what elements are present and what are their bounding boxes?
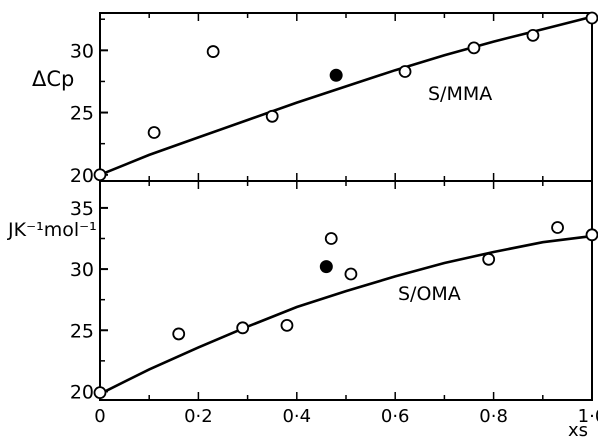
bottom-ylabel: JK⁻¹mol⁻¹ bbox=[7, 219, 97, 241]
bottom-ytick-label: 35 bbox=[70, 198, 94, 220]
bottom-panel: 20 25 30 35 0 0·2 0·4 0·6 0·8 1·0 bbox=[70, 181, 598, 427]
bottom-ytick-label: 30 bbox=[70, 259, 94, 281]
bottom-open-point bbox=[551, 221, 564, 234]
series-label-soma: S/OMA bbox=[398, 283, 461, 305]
bottom-open-point bbox=[585, 228, 598, 242]
x-tick-label: 0·6 bbox=[381, 406, 410, 427]
x-axis-label: xs bbox=[568, 420, 588, 441]
bottom-open-point bbox=[324, 232, 338, 245]
top-ytick-label: 20 bbox=[70, 165, 94, 187]
top-open-point bbox=[147, 126, 161, 139]
bottom-ytick-label: 20 bbox=[70, 381, 94, 403]
bottom-open-point bbox=[236, 321, 250, 335]
bottom-ytick-label: 25 bbox=[70, 320, 94, 342]
top-ytick-label: 30 bbox=[70, 40, 94, 62]
top-panel: 20 25 30 bbox=[70, 11, 598, 187]
top-ytick-label: 25 bbox=[70, 103, 94, 125]
bottom-fit-curve bbox=[99, 234, 593, 396]
top-open-point bbox=[398, 65, 412, 78]
series-label-smma: S/MMA bbox=[428, 83, 492, 105]
top-open-point bbox=[265, 109, 279, 123]
top-panel-frame bbox=[99, 12, 593, 182]
top-open-point bbox=[93, 168, 107, 182]
top-ylabel: ΔCp bbox=[32, 67, 74, 91]
x-tick-label: 0·2 bbox=[184, 406, 213, 427]
bottom-open-point bbox=[172, 327, 186, 341]
x-tick-label: 1·0 bbox=[578, 406, 598, 427]
bottom-open-point bbox=[344, 267, 358, 281]
top-open-point bbox=[206, 45, 220, 58]
x-tick-label: 0·4 bbox=[282, 406, 311, 427]
top-open-point bbox=[467, 41, 481, 55]
bottom-open-point bbox=[280, 318, 294, 332]
bottom-filled-point bbox=[319, 260, 333, 274]
top-fit-curve bbox=[99, 15, 593, 177]
x-tick-label: 0·8 bbox=[479, 406, 508, 427]
top-filled-point bbox=[329, 68, 343, 82]
bottom-open-point bbox=[482, 252, 496, 266]
top-open-point bbox=[526, 29, 540, 42]
bottom-open-point bbox=[93, 386, 107, 400]
top-open-point bbox=[585, 11, 598, 25]
x-tick-label: 0 bbox=[94, 406, 105, 427]
